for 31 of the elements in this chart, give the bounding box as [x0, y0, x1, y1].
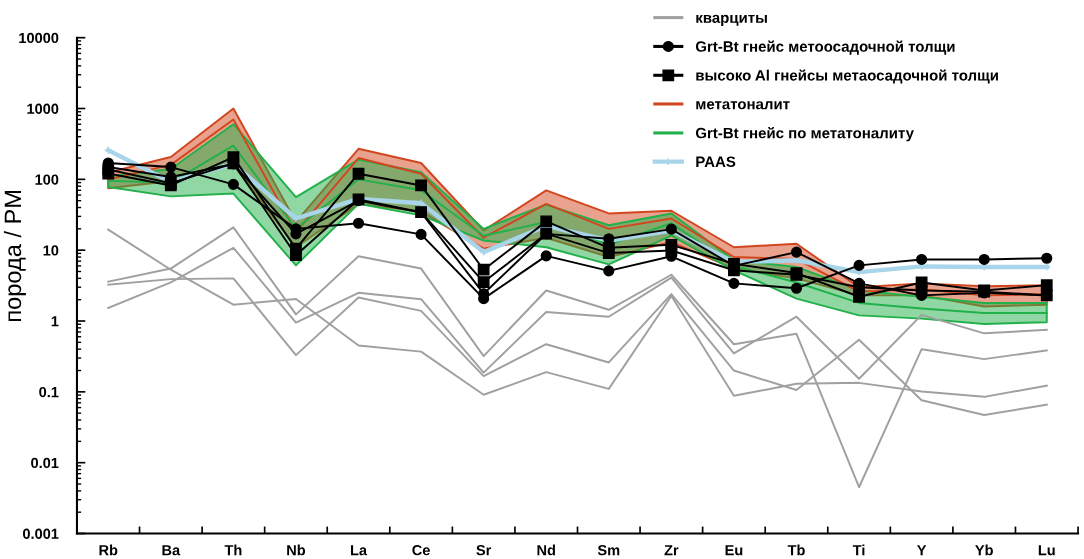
x-tick-label: Nd: [537, 544, 555, 556]
y-tick-label: 0.01: [31, 457, 59, 469]
y-tick-label: 10000: [19, 32, 59, 44]
x-tick-label: Zr: [664, 545, 679, 556]
y-tick-label: 1: [51, 316, 59, 327]
y-tick-label: 0.001: [22, 528, 59, 539]
y-tick-label: 10: [43, 245, 59, 256]
x-tick-label: Y: [917, 545, 927, 556]
x-tick-label: Ba: [162, 545, 181, 556]
x-tick-label: Lu: [1038, 545, 1055, 556]
x-tick-label: Th: [224, 544, 242, 556]
x-tick-label: La: [350, 545, 368, 556]
legend-label: Grt-Bt гнейс метоосадочной толщи: [695, 40, 955, 55]
x-tick-label: Ce: [412, 545, 430, 556]
x-tick-label: Nb: [287, 544, 306, 556]
x-tick-label: Eu: [725, 545, 743, 556]
y-tick-label: 100: [35, 174, 59, 185]
y-axis-title: порода / PM: [3, 190, 26, 322]
x-tick-label: Rb: [99, 544, 118, 556]
x-tick-label: Sr: [476, 545, 492, 556]
x-tick-label: Tb: [787, 544, 805, 556]
legend-label: высоко Al гнейсы метаосадочной толщи: [696, 69, 998, 84]
legend-label: метатоналит: [696, 101, 790, 110]
y-tick-label: 0.1: [39, 386, 59, 398]
x-tick-label: Ti: [852, 544, 865, 556]
legend-label: кварциты: [696, 14, 767, 26]
y-tick-label: 1000: [27, 103, 59, 114]
legend-label: PAAS: [696, 156, 736, 168]
x-tick-label: Sm: [597, 545, 620, 556]
x-tick-label: Yb: [975, 544, 993, 556]
legend-label: Grt-Bt гнейс по метатоналиту: [695, 127, 914, 142]
